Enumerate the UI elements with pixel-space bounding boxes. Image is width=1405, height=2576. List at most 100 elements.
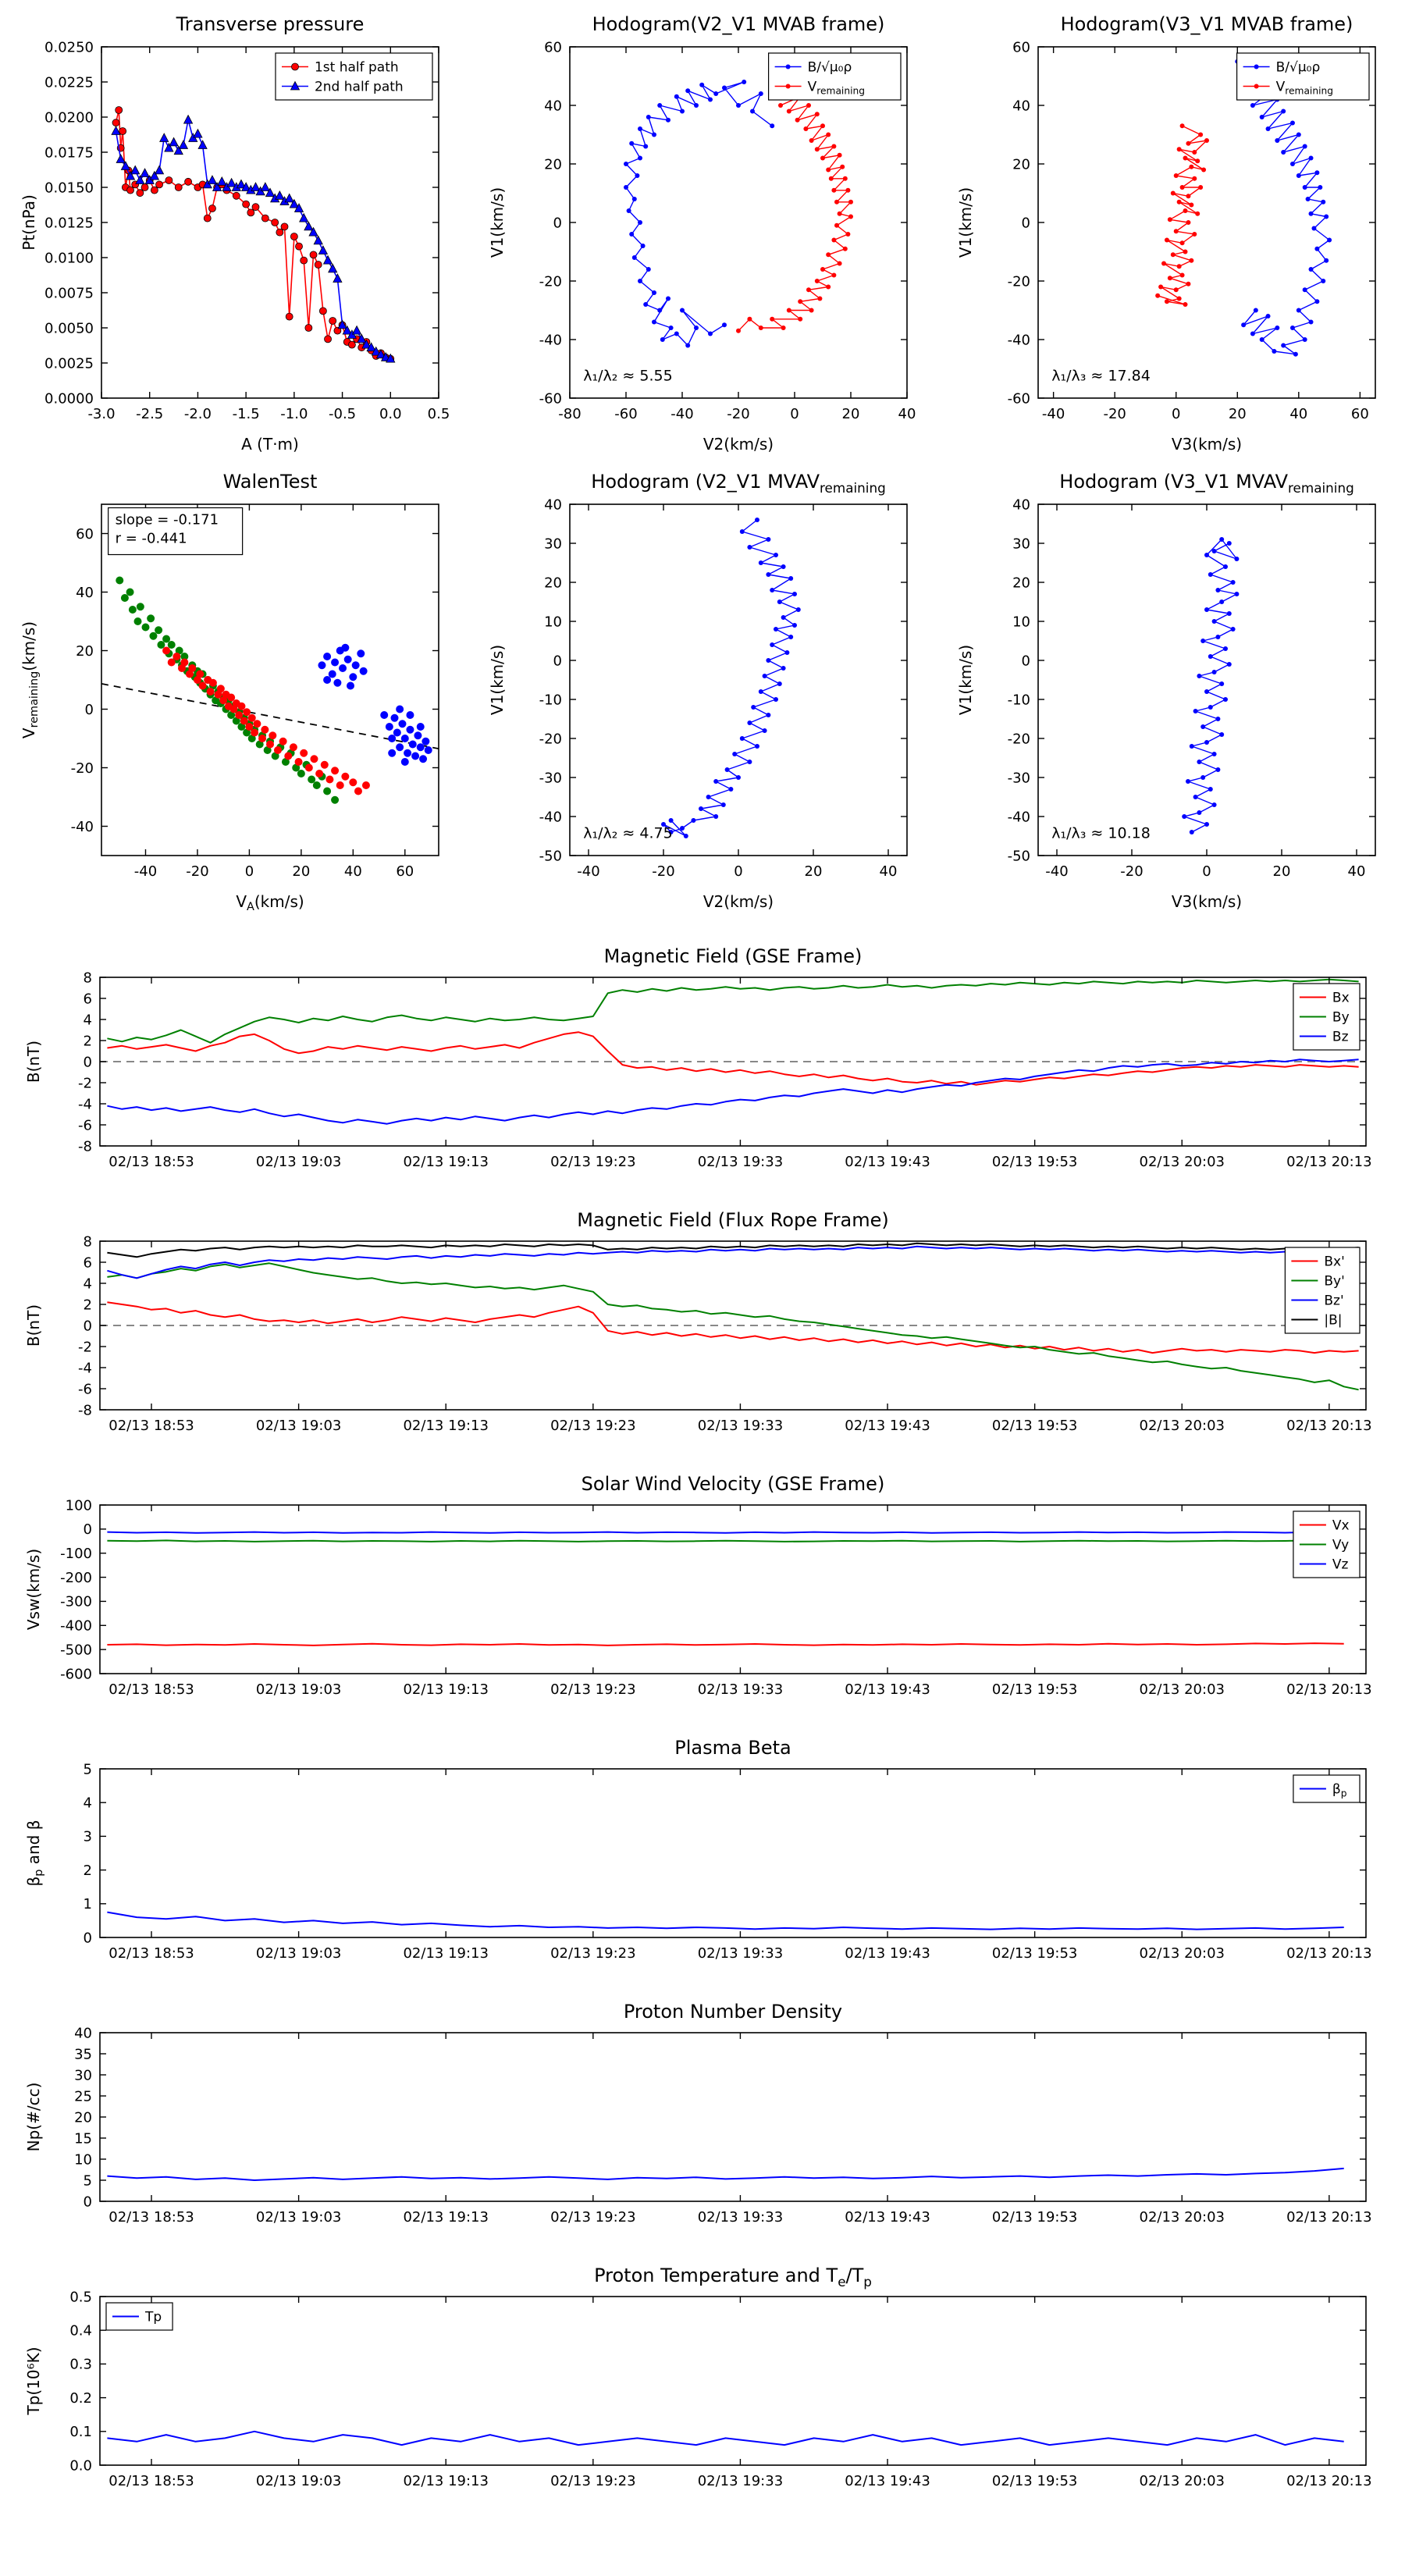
svg-text:20: 20 (1273, 863, 1291, 880)
svg-text:Vsw(km/s): Vsw(km/s) (24, 1549, 43, 1630)
svg-text:-600: -600 (60, 1666, 92, 1682)
svg-text:βp​ and β: βp​ and β (24, 1820, 45, 1886)
panel-solar-wind-velocity: Solar Wind Velocity (GSE Frame) 02/13 18… (19, 1471, 1386, 1722)
svg-text:-20: -20 (1103, 406, 1126, 422)
svg-text:02/13 19:33: 02/13 19:33 (698, 2209, 783, 2226)
panel-proton-temperature: Proton Temperature and Te/Tp 02/13 18:53… (19, 2262, 1386, 2514)
magnetic-field-flux-rope-chart: 02/13 18:53 02/13 19:03 02/13 19:13 02/13 1… (24, 1233, 1372, 1434)
svg-text:02/13 19:53: 02/13 19:53 (992, 1681, 1077, 1698)
svg-text:35: 35 (74, 2046, 92, 2062)
svg-text:VA​(km/s): VA​(km/s) (236, 892, 304, 913)
svg-text:Vx: Vx (1332, 1517, 1350, 1533)
svg-text:02/13 19:53: 02/13 19:53 (992, 2209, 1077, 2226)
svg-text:-30: -30 (1008, 770, 1030, 786)
svg-text:0.0050: 0.0050 (44, 320, 94, 336)
svg-text:02/13 18:53: 02/13 18:53 (108, 1418, 194, 1434)
svg-text:1: 1 (84, 1896, 92, 1912)
svg-text:By: By (1332, 1009, 1350, 1025)
svg-text:-40: -40 (539, 809, 562, 825)
panel-proton-number-density: Proton Number Density 02/13 18:53 02/13 1… (19, 1998, 1386, 2250)
svg-text:02/13 19:13: 02/13 19:13 (403, 2209, 488, 2226)
svg-text:02/13 20:03: 02/13 20:03 (1140, 1681, 1225, 1698)
svg-text:0: 0 (1172, 406, 1180, 422)
chart-title-hodogram-v3v1-mvab: Hodogram(V3_V1 MVAB frame) (1060, 13, 1353, 35)
svg-text:02/13 19:23: 02/13 19:23 (550, 1945, 635, 1962)
subplot-hodogram-v3v1-mvab: Hodogram(V3_V1 MVAB frame) -40 -20 0 20 40 60… (937, 11, 1405, 459)
svg-text:1st half path: 1st half path (315, 59, 399, 75)
svg-text:-100: -100 (60, 1546, 92, 1562)
panel-magnetic-field-flux-rope: Magnetic Field (Flux Rope Frame) 02/13 1… (19, 1207, 1386, 1458)
panel-title-proton-temperature: Proton Temperature and Te/Tp (594, 2265, 872, 2290)
svg-text:0: 0 (1202, 863, 1211, 880)
svg-text:02/13 19:43: 02/13 19:43 (845, 2209, 930, 2226)
svg-text:02/13 19:03: 02/13 19:03 (256, 1681, 341, 1698)
section-gap (0, 916, 1405, 943)
svg-text:-40: -40 (1042, 406, 1065, 422)
svg-text:-40: -40 (577, 863, 599, 880)
svg-text:B(nT): B(nT) (24, 1041, 43, 1083)
subplot-hodogram-v2v1-mvab: Hodogram(V2_V1 MVAB frame) -80 -60 -40 -20 0… (468, 11, 937, 459)
svg-text:02/13 19:33: 02/13 19:33 (698, 2473, 783, 2489)
svg-text:-20: -20 (1120, 863, 1143, 880)
subplot-transverse-pressure: Transverse pressure -3.0 -2.5 -2.0 -1.5 -1.0… (0, 11, 468, 459)
chart-title-hodogram-v2v1-mvav: Hodogram (V2_V1 MVAVremaining frame) (591, 471, 886, 525)
svg-text:20: 20 (544, 575, 562, 591)
svg-text:Vremaining​(km/s): Vremaining​(km/s) (20, 621, 41, 738)
svg-text:10: 10 (1012, 614, 1030, 630)
svg-text:V1(km/s): V1(km/s) (956, 187, 975, 258)
svg-text:V1(km/s): V1(km/s) (488, 187, 507, 258)
solar-wind-velocity-chart: 02/13 18:53 02/13 19:03 02/13 19:13 02/13 1… (24, 1497, 1372, 1698)
svg-text:2: 2 (84, 1863, 92, 1879)
svg-text:-60: -60 (539, 390, 562, 407)
transverse-pressure-chart: -3.0 -2.5 -2.0 -1.5 -1.0 -0.5 0.0 0.5 0.0000 0.00… (20, 39, 450, 454)
subplot-hodogram-v3v1-mvav: Hodogram (V3_V1 MVAVremaining frame) -40… (937, 468, 1405, 916)
svg-text:02/13 19:23: 02/13 19:23 (550, 1418, 635, 1434)
svg-text:V1(km/s): V1(km/s) (488, 645, 507, 715)
svg-text:40: 40 (880, 863, 898, 880)
svg-text:60: 60 (396, 863, 414, 880)
svg-text:02/13 20:03: 02/13 20:03 (1140, 2473, 1225, 2489)
svg-text:02/13 18:53: 02/13 18:53 (108, 1681, 194, 1698)
svg-text:-60: -60 (1008, 390, 1030, 407)
svg-text:30: 30 (74, 2067, 92, 2083)
svg-text:0.0150: 0.0150 (44, 180, 94, 196)
svg-text:30: 30 (544, 535, 562, 552)
svg-text:0.0100: 0.0100 (44, 250, 94, 266)
svg-text:02/13 19:43: 02/13 19:43 (845, 1418, 930, 1434)
svg-text:0.5: 0.5 (69, 2289, 92, 2305)
svg-text:-40: -40 (1008, 332, 1030, 348)
svg-text:0.5: 0.5 (428, 406, 450, 422)
svg-text:-2: -2 (78, 1339, 92, 1355)
svg-text:-50: -50 (539, 848, 562, 864)
panel-magnetic-field-gse: Magnetic Field (GSE Frame) 02/13 18:53 02… (19, 943, 1386, 1194)
svg-text:2: 2 (84, 1033, 92, 1049)
svg-text:0: 0 (790, 406, 799, 422)
svg-text:-20: -20 (71, 760, 94, 777)
svg-text:8: 8 (84, 970, 92, 986)
svg-text:-2: -2 (78, 1075, 92, 1091)
svg-text:0.0025: 0.0025 (44, 355, 94, 372)
svg-text:-500: -500 (60, 1642, 92, 1658)
svg-text:20: 20 (1229, 406, 1247, 422)
svg-text:r = -0.441: r = -0.441 (116, 531, 187, 547)
svg-text:02/13 20:13: 02/13 20:13 (1286, 1418, 1371, 1434)
chart-title-hodogram-v3v1-mvav: Hodogram (V3_V1 MVAVremaining frame) (1059, 471, 1354, 525)
svg-text:slope = -0.171: slope = -0.171 (116, 512, 219, 528)
svg-text:20: 20 (76, 643, 94, 660)
svg-text:02/13 19:13: 02/13 19:13 (403, 1945, 488, 1962)
svg-text:-4: -4 (78, 1360, 92, 1376)
svg-text:-60: -60 (614, 406, 637, 422)
svg-text:0.0: 0.0 (379, 406, 402, 422)
svg-text:25: 25 (74, 2088, 92, 2105)
svg-text:0.3: 0.3 (69, 2357, 92, 2373)
svg-text:20: 20 (805, 863, 823, 880)
svg-text:0.0125: 0.0125 (44, 215, 94, 231)
svg-text:0: 0 (734, 863, 742, 880)
svg-text:0: 0 (1022, 653, 1030, 669)
svg-text:0.4: 0.4 (69, 2323, 92, 2339)
svg-text:-20: -20 (186, 863, 208, 880)
svg-text:02/13 19:43: 02/13 19:43 (845, 1681, 930, 1698)
svg-text:40: 40 (1348, 863, 1366, 880)
svg-text:-40: -40 (134, 863, 157, 880)
panel-title-plasma-beta: Plasma Beta (674, 1737, 791, 1759)
